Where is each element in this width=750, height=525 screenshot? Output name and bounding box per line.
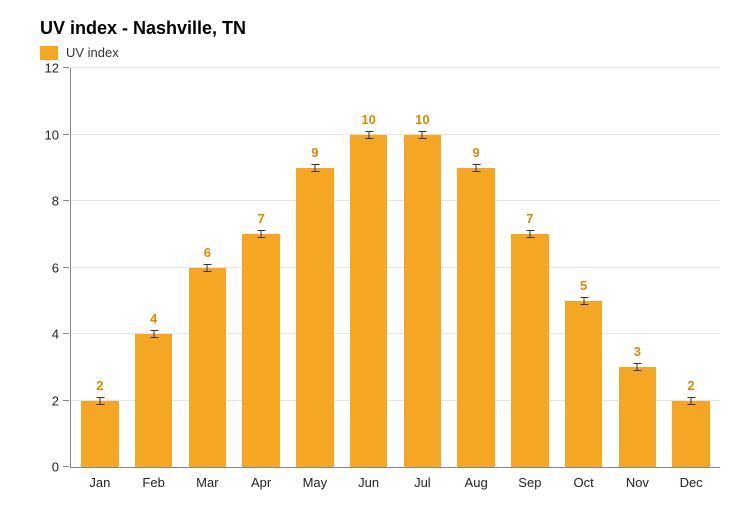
bar-value-label: 5 [580, 278, 587, 293]
y-axis-label: 4 [52, 327, 59, 342]
bar [189, 268, 227, 468]
bar-slot: 10Jun [342, 68, 396, 467]
x-axis-label: Nov [611, 475, 665, 490]
error-bar [476, 164, 477, 172]
bar-value-label: 10 [415, 112, 429, 127]
bar-slot: 3Nov [611, 68, 665, 467]
bar [296, 168, 334, 467]
error-bar [153, 330, 154, 338]
bar [81, 401, 119, 467]
y-tick [63, 67, 69, 68]
y-tick [63, 466, 69, 467]
plot-area: 2Jan4Feb6Mar7Apr9May10Jun10Jul9Aug7Sep5O… [70, 68, 720, 468]
x-axis-label: Jul [396, 475, 450, 490]
x-axis-label: Feb [127, 475, 181, 490]
bar-value-label: 10 [361, 112, 375, 127]
error-bar [314, 164, 315, 172]
bar-value-label: 9 [311, 145, 318, 160]
bar-value-label: 2 [688, 378, 695, 393]
bar-value-label: 4 [150, 311, 157, 326]
y-tick [63, 134, 69, 135]
bar-value-label: 7 [258, 211, 265, 226]
x-axis-label: Oct [557, 475, 611, 490]
error-bar [529, 230, 530, 238]
error-bar [422, 131, 423, 139]
error-bar [691, 397, 692, 405]
bar [242, 234, 280, 467]
bar [457, 168, 495, 467]
error-bar [99, 397, 100, 405]
bar-slot: 7Apr [234, 68, 288, 467]
error-bar [583, 297, 584, 305]
bar-slot: 6Mar [181, 68, 235, 467]
chart-legend: UV index [40, 45, 730, 60]
error-bar [368, 131, 369, 139]
bar [565, 301, 603, 467]
legend-label: UV index [66, 45, 119, 60]
bar [404, 135, 442, 468]
bar-slot: 7Sep [503, 68, 557, 467]
y-axis-label: 0 [52, 460, 59, 475]
error-bar [207, 264, 208, 272]
error-bar [637, 363, 638, 371]
y-tick [63, 200, 69, 201]
bar-slot: 9Aug [449, 68, 503, 467]
bar [619, 367, 657, 467]
bar-value-label: 6 [204, 245, 211, 260]
bar-value-label: 2 [96, 378, 103, 393]
y-axis-label: 12 [45, 61, 59, 76]
bar-value-label: 9 [473, 145, 480, 160]
y-tick [63, 333, 69, 334]
x-axis-label: Dec [664, 475, 718, 490]
y-tick [63, 267, 69, 268]
bar [511, 234, 549, 467]
bars-container: 2Jan4Feb6Mar7Apr9May10Jun10Jul9Aug7Sep5O… [71, 68, 720, 467]
bar [350, 135, 388, 468]
legend-swatch [40, 46, 58, 60]
y-tick [63, 400, 69, 401]
x-axis-label: Mar [181, 475, 235, 490]
x-axis-label: Aug [449, 475, 503, 490]
y-axis-label: 2 [52, 393, 59, 408]
y-axis-label: 8 [52, 194, 59, 209]
bar-slot: 10Jul [396, 68, 450, 467]
bar-value-label: 3 [634, 344, 641, 359]
x-axis-label: Apr [234, 475, 288, 490]
bar-value-label: 7 [526, 211, 533, 226]
x-axis-label: Jan [73, 475, 127, 490]
error-bar [261, 230, 262, 238]
x-axis-label: Jun [342, 475, 396, 490]
bar-slot: 4Feb [127, 68, 181, 467]
bar-slot: 9May [288, 68, 342, 467]
bar-slot: 2Jan [73, 68, 127, 467]
bar-slot: 2Dec [664, 68, 718, 467]
y-axis-label: 10 [45, 127, 59, 142]
bar-slot: 5Oct [557, 68, 611, 467]
bar [672, 401, 710, 467]
uv-index-chart: UV index - Nashville, TN UV index 2Jan4F… [0, 0, 750, 525]
bar [135, 334, 173, 467]
y-axis-label: 6 [52, 260, 59, 275]
x-axis-label: Sep [503, 475, 557, 490]
chart-title: UV index - Nashville, TN [40, 18, 730, 39]
x-axis-label: May [288, 475, 342, 490]
